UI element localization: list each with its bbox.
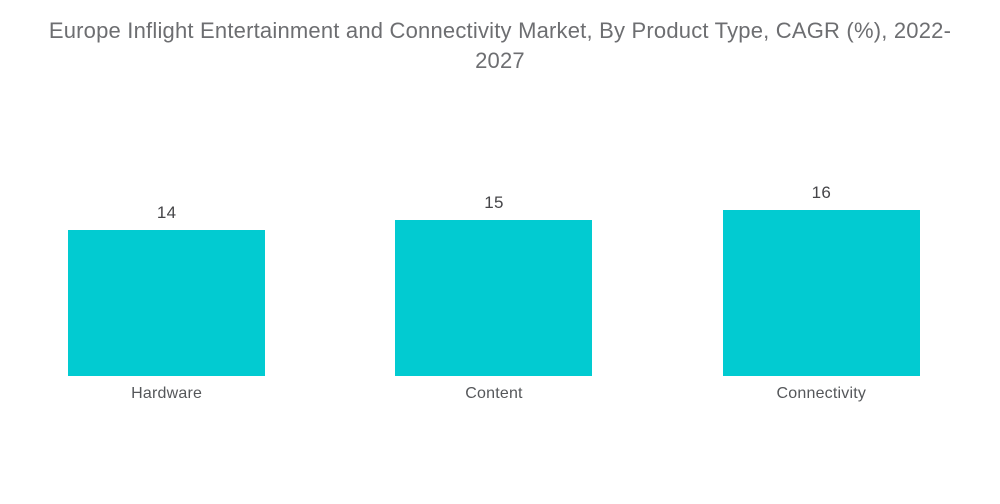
bar-group-hardware: 14 Hardware: [3, 0, 330, 402]
bar-value-label-hardware: 14: [156, 203, 177, 222]
bar-hardware: [68, 230, 266, 376]
bar-value-label-connectivity: 16: [811, 183, 832, 202]
bar-group-content: 15 Content: [330, 0, 657, 402]
category-label-content: Content: [465, 385, 523, 402]
chart-title: Europe Inflight Entertainment and Connec…: [48, 18, 952, 73]
category-label-connectivity: Connectivity: [776, 385, 867, 402]
bar-chart-plot-area: 14 Hardware 15 Content 16 Connectivity: [3, 0, 985, 402]
bar-connectivity: [722, 210, 920, 376]
bar-content: [395, 220, 593, 376]
bar-value-label-content: 15: [484, 193, 504, 212]
bar-group-connectivity: 16 Connectivity: [658, 0, 985, 402]
category-label-hardware: Hardware: [131, 385, 203, 402]
